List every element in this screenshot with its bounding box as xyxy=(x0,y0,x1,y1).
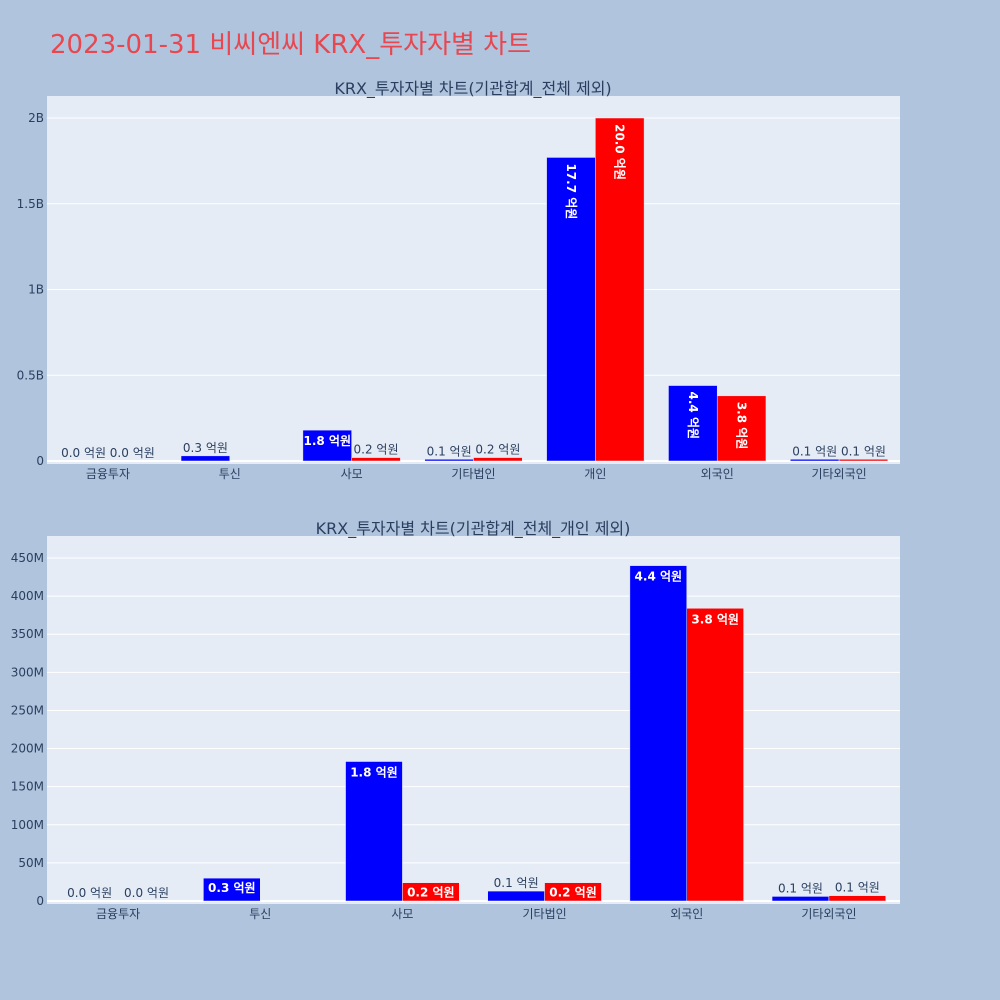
y-tick-label: 350M xyxy=(11,627,44,641)
data-label: 0.0 억원 xyxy=(67,886,112,900)
bar xyxy=(716,395,767,462)
bar xyxy=(180,455,231,462)
page-title: 2023-01-31 비씨엔씨 KRX_투자자별 차트 xyxy=(50,30,532,60)
bar xyxy=(595,117,645,462)
bar xyxy=(828,895,887,902)
y-tick-label: 2B xyxy=(28,111,44,125)
bar xyxy=(771,896,830,902)
data-label: 4.4 억원 xyxy=(635,570,683,584)
x-tick-label: 기타외국인 xyxy=(801,907,856,921)
data-label: 4.4 억원 xyxy=(686,392,700,440)
bar xyxy=(838,459,889,462)
x-tick-label: 투신 xyxy=(219,467,241,481)
x-tick-label: 투신 xyxy=(249,907,271,921)
bar xyxy=(629,565,688,902)
bar xyxy=(424,459,474,462)
x-tick-label: 금융투자 xyxy=(86,467,130,481)
data-label: 0.0 억원 xyxy=(110,446,155,460)
data-label: 0.1 억원 xyxy=(427,444,472,458)
bar xyxy=(473,457,523,462)
x-tick-label: 외국인 xyxy=(670,907,703,921)
bar xyxy=(686,608,744,902)
data-label: 0.1 억원 xyxy=(778,881,823,895)
plot-area xyxy=(47,536,900,904)
plot-area xyxy=(47,96,900,464)
x-tick-label: 사모 xyxy=(341,467,363,481)
y-tick-label: 0.5B xyxy=(17,368,44,382)
chart-top: KRX_투자자별 차트(기관합계_전체 제외) 0 0.5B 1B 1.5B 2B 금융투자… xyxy=(17,79,900,481)
data-label: 0.1 억원 xyxy=(494,876,539,890)
data-label: 0.3 억원 xyxy=(208,881,256,895)
x-tick-label: 기타법인 xyxy=(522,907,566,921)
x-tick-label: 개인 xyxy=(584,467,606,481)
chart-bottom: KRX_투자자별 차트(기관합계_전체_개인 제외) 0 50M 100M 150M 20… xyxy=(11,519,900,921)
chart-title: KRX_투자자별 차트(기관합계_전체 제외) xyxy=(334,79,611,99)
y-tick-label: 300M xyxy=(11,665,44,679)
x-tick-label: 기타외국인 xyxy=(811,467,866,481)
bar xyxy=(546,157,596,462)
bar xyxy=(302,429,352,462)
y-tick-label: 250M xyxy=(11,703,44,717)
chart-title: KRX_투자자별 차트(기관합계_전체_개인 제외) xyxy=(316,519,631,539)
bar xyxy=(203,877,261,902)
x-tick-label: 기타법인 xyxy=(451,467,495,481)
x-tick-label: 사모 xyxy=(391,907,413,921)
data-label: 3.8 억원 xyxy=(735,402,749,450)
data-label: 0.0 억원 xyxy=(124,886,169,900)
bar xyxy=(351,457,401,462)
bar xyxy=(668,385,718,462)
y-tick-label: 150M xyxy=(11,780,44,794)
y-tick-label: 400M xyxy=(11,589,44,603)
y-tick-label: 200M xyxy=(11,742,44,756)
y-tick-label: 0 xyxy=(36,454,44,468)
data-label: 3.8 억원 xyxy=(691,612,739,626)
data-label: 0.1 억원 xyxy=(835,881,880,895)
data-label: 0.2 억원 xyxy=(407,886,455,900)
data-label: 0.2 억원 xyxy=(354,443,399,457)
y-tick-label: 50M xyxy=(18,856,44,870)
bar xyxy=(487,890,545,902)
bar xyxy=(790,459,840,462)
data-label: 0.2 억원 xyxy=(549,886,597,900)
y-tick-label: 450M xyxy=(11,551,44,565)
data-label: 0.2 억원 xyxy=(475,443,520,457)
data-label: 0.1 억원 xyxy=(792,444,837,458)
bar xyxy=(544,882,602,902)
y-tick-label: 1B xyxy=(28,283,44,297)
data-label: 0.3 억원 xyxy=(183,441,228,455)
x-tick-label: 금융투자 xyxy=(96,907,140,921)
bar xyxy=(345,761,403,902)
data-label: 0.0 억원 xyxy=(61,446,106,460)
data-label: 1.8 억원 xyxy=(350,766,398,780)
x-tick-label: 외국인 xyxy=(701,467,734,481)
data-label: 1.8 억원 xyxy=(304,434,352,448)
y-tick-label: 1.5B xyxy=(17,197,44,211)
y-tick-label: 100M xyxy=(11,818,44,832)
bar xyxy=(402,882,460,902)
data-label: 17.7 억원 xyxy=(564,163,578,219)
y-tick-label: 0 xyxy=(36,894,44,908)
data-label: 0.1 억원 xyxy=(841,444,886,458)
data-label: 20.0 억원 xyxy=(613,124,627,180)
